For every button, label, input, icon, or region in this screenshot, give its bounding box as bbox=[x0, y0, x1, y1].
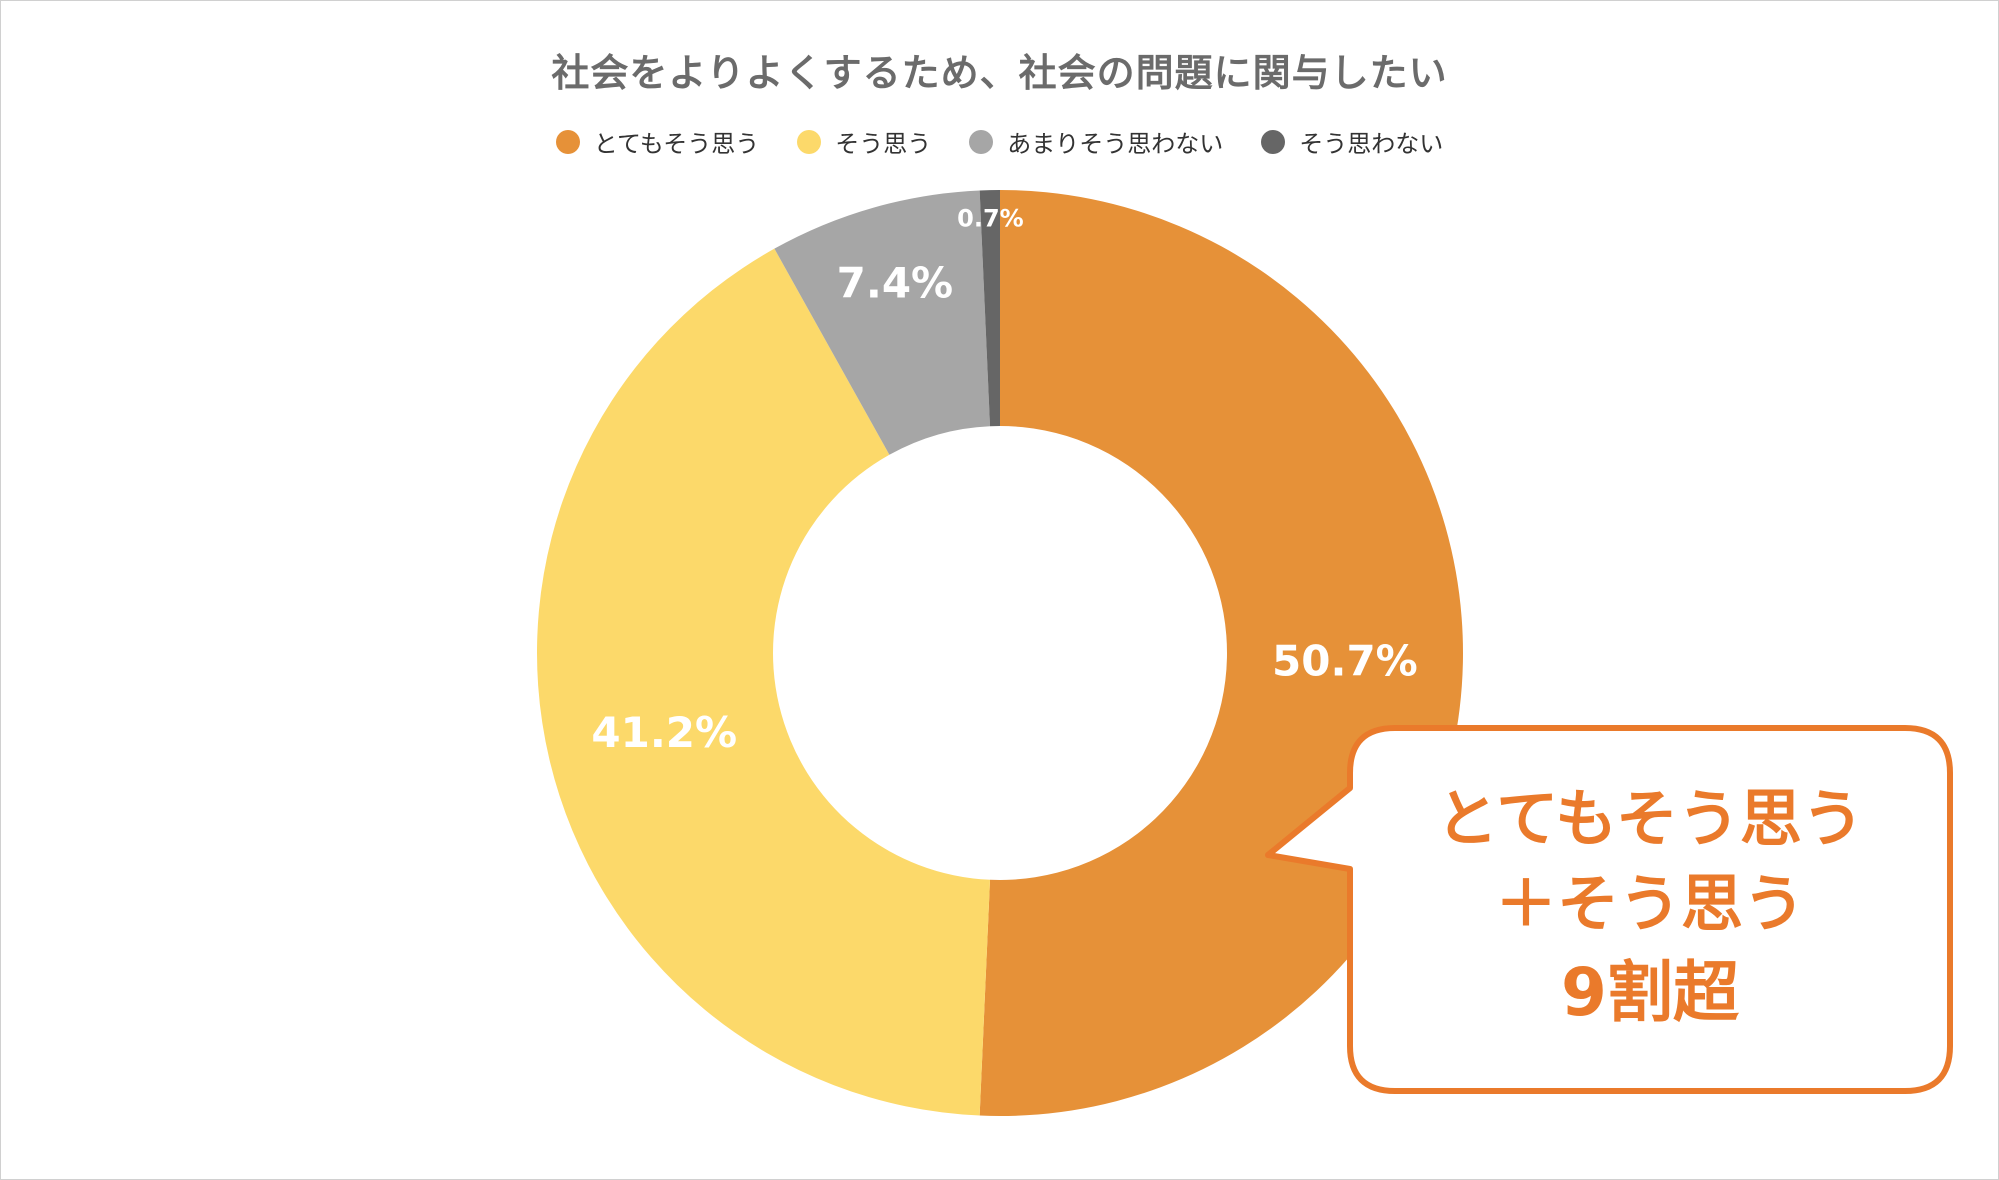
callout-line-1: とてもそう思う bbox=[1436, 782, 1864, 855]
donut-slice-labels: 50.7% 41.2% 7.4%0.7% bbox=[591, 205, 1417, 758]
legend-item-very-agree: とてもそう思う bbox=[555, 124, 760, 159]
legend-item-somewhat-disagree: あまりそう思わない bbox=[969, 124, 1223, 159]
slice-label-somewhat-disagree: 7.4% bbox=[837, 258, 953, 307]
callout-shape bbox=[1265, 725, 1953, 1094]
chart-title: 社会をよりよくするため、社会の問題に関与したい bbox=[551, 51, 1448, 95]
legend-label-somewhat-disagree: あまりそう思わない bbox=[1007, 130, 1224, 158]
callout-line-2: ＋そう思う bbox=[1495, 867, 1805, 940]
callout-line-3: 9割超 bbox=[1561, 954, 1740, 1031]
legend-swatch-very-agree bbox=[555, 129, 580, 154]
slice-somewhat-disagree bbox=[774, 190, 991, 455]
legend-label-agree: そう思う bbox=[835, 130, 932, 158]
slice-label-agree: 41.2% bbox=[591, 708, 737, 757]
legend-swatch-disagree bbox=[1261, 129, 1286, 154]
slice-label-disagree: 0.7% bbox=[957, 205, 1024, 233]
legend-item-agree: そう思う bbox=[797, 124, 931, 159]
legend: とてもそう思う そう思う あまりそう思わない そう思わない bbox=[0, 124, 1999, 159]
slice-agree bbox=[537, 248, 991, 1116]
slice-disagree bbox=[979, 190, 1000, 427]
legend-label-very-agree: とてもそう思う bbox=[593, 130, 760, 158]
legend-swatch-agree bbox=[797, 129, 822, 154]
donut-slices bbox=[537, 190, 1464, 1116]
callout-bubble: とてもそう思う ＋そう思う 9割超 bbox=[1265, 725, 1953, 1094]
legend-item-disagree: そう思わない bbox=[1261, 124, 1443, 159]
slice-very-agree bbox=[979, 190, 1464, 1116]
legend-label-disagree: そう思わない bbox=[1299, 130, 1444, 158]
slice-label-very-agree: 50.7% bbox=[1272, 636, 1418, 685]
legend-swatch-somewhat-disagree bbox=[969, 129, 994, 154]
